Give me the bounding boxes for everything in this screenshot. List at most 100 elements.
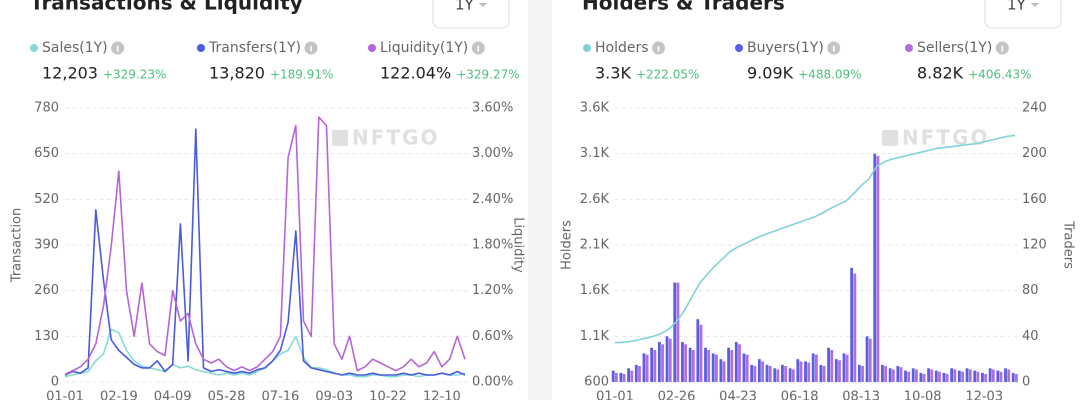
bar bbox=[642, 353, 646, 382]
x-tick-label: 12-10 bbox=[423, 390, 461, 400]
legend-name: Sellers(1Y) bbox=[917, 40, 992, 56]
bar bbox=[815, 354, 818, 382]
y2-tick-label: 120 bbox=[1022, 238, 1047, 253]
bar bbox=[942, 372, 946, 382]
y2-tick-label: 1.20% bbox=[472, 283, 513, 298]
bar bbox=[819, 364, 823, 382]
bar bbox=[776, 369, 780, 382]
bar bbox=[688, 347, 692, 382]
bar bbox=[707, 350, 711, 382]
bar bbox=[842, 353, 846, 382]
bar bbox=[811, 353, 815, 382]
legend-name: Sales(1Y) bbox=[42, 40, 108, 56]
y2-tick-label: 3.00% bbox=[472, 146, 513, 161]
legend-change: +189.91% bbox=[270, 68, 333, 82]
bar bbox=[788, 368, 792, 382]
bar bbox=[761, 361, 764, 382]
bar bbox=[650, 347, 654, 382]
legend-name: Holders bbox=[595, 40, 649, 56]
bar bbox=[1004, 368, 1007, 382]
line bbox=[64, 128, 466, 376]
bar bbox=[927, 368, 930, 382]
bar bbox=[727, 347, 730, 382]
legend-name: Buyers(1Y) bbox=[747, 40, 824, 56]
bar bbox=[745, 354, 749, 382]
y-tick-label: 1.1K bbox=[580, 329, 610, 344]
x-tick-label: 09-03 bbox=[315, 390, 353, 400]
bar bbox=[996, 370, 1000, 382]
line bbox=[64, 116, 466, 376]
bar bbox=[768, 366, 772, 382]
bar bbox=[791, 369, 795, 382]
bar bbox=[922, 374, 926, 382]
bar bbox=[734, 342, 738, 382]
bar bbox=[876, 155, 880, 382]
bar bbox=[984, 374, 988, 382]
range-dropdown[interactable] bbox=[432, 0, 510, 29]
bar bbox=[915, 369, 918, 382]
bar bbox=[807, 362, 811, 382]
watermark-logo bbox=[332, 130, 348, 146]
range-dropdown[interactable] bbox=[984, 0, 1062, 29]
bar bbox=[661, 344, 664, 382]
x-tick-label: 05-28 bbox=[208, 390, 246, 400]
bar bbox=[1007, 369, 1011, 382]
bar bbox=[673, 282, 677, 382]
bar bbox=[627, 368, 630, 382]
bar bbox=[622, 374, 626, 382]
bar bbox=[611, 370, 615, 382]
y2-tick-label: 0.60% bbox=[472, 329, 513, 344]
legend-change: +406.43% bbox=[968, 68, 1031, 82]
legend-name: Liquidity(1Y) bbox=[380, 40, 468, 56]
y-tick-label: 520 bbox=[34, 192, 59, 207]
legend-change: +222.05% bbox=[636, 68, 699, 82]
bar bbox=[676, 282, 680, 382]
bar bbox=[827, 347, 830, 382]
bar bbox=[753, 366, 757, 382]
x-tick-label: 01-01 bbox=[46, 390, 84, 400]
legend-change: +329.27% bbox=[456, 68, 519, 82]
x-tick-label: 02-26 bbox=[658, 390, 696, 400]
y2-tick-label: 40 bbox=[1022, 329, 1039, 344]
bar bbox=[738, 344, 741, 382]
y-tick-label: 3.1K bbox=[580, 146, 610, 161]
y2-tick-label: 200 bbox=[1022, 146, 1047, 161]
bar bbox=[850, 267, 854, 382]
y2-tick-label: 0.00% bbox=[472, 375, 513, 390]
bar bbox=[888, 368, 892, 382]
x-tick-label: 04-23 bbox=[719, 390, 757, 400]
bar bbox=[976, 371, 980, 382]
bar bbox=[919, 372, 923, 382]
bar bbox=[981, 372, 984, 382]
legend-marker bbox=[583, 44, 591, 52]
y2-axis-label: Liquidity bbox=[511, 217, 526, 273]
bar bbox=[961, 371, 964, 382]
bar bbox=[884, 366, 888, 382]
range-label: 1Y bbox=[1007, 0, 1027, 14]
legend-name: Transfers(1Y) bbox=[208, 40, 301, 56]
y-tick-label: 260 bbox=[34, 283, 59, 298]
y2-tick-label: 3.60% bbox=[472, 101, 513, 116]
bar bbox=[938, 371, 941, 382]
legend-marker bbox=[368, 44, 376, 52]
bar bbox=[957, 370, 961, 382]
y2-tick-label: 80 bbox=[1022, 283, 1039, 298]
y-tick-label: 2.6K bbox=[580, 192, 610, 207]
bar bbox=[722, 361, 726, 382]
bar bbox=[945, 374, 949, 382]
y2-tick-label: 0 bbox=[1022, 375, 1030, 390]
dropdown-caret bbox=[479, 3, 487, 7]
y-tick-label: 1.6K bbox=[580, 283, 610, 298]
bar bbox=[704, 347, 707, 382]
card bbox=[552, 0, 1080, 400]
bar bbox=[799, 361, 803, 382]
bar bbox=[750, 364, 754, 382]
y-tick-label: 0 bbox=[51, 375, 59, 390]
bar bbox=[845, 354, 849, 382]
watermark: NFTGO bbox=[352, 126, 439, 150]
x-tick-label: 10-22 bbox=[369, 390, 407, 400]
bar bbox=[881, 364, 884, 382]
chart-title: Holders & Traders bbox=[582, 0, 785, 15]
